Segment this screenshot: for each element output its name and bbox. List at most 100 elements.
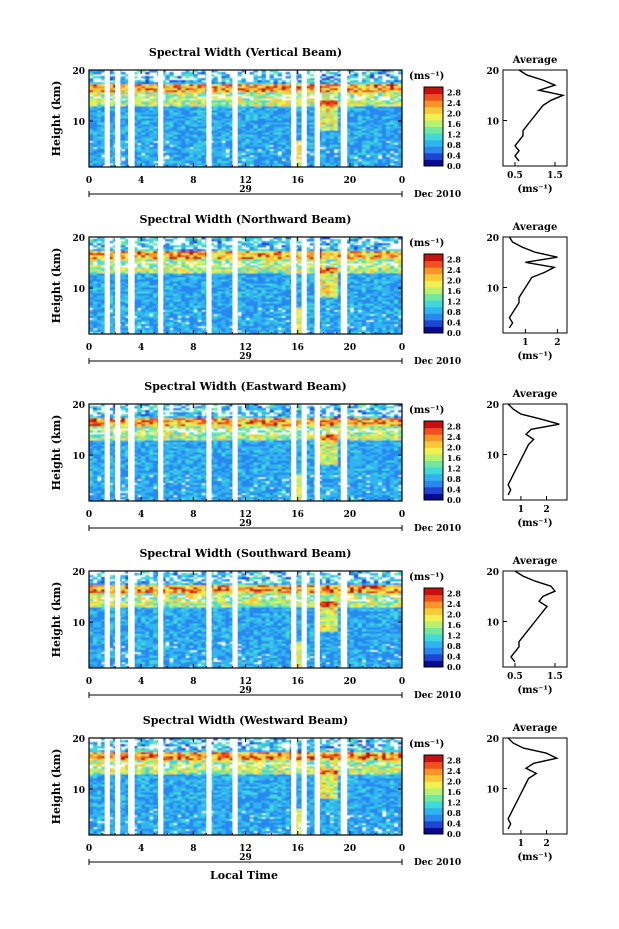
heatmap-cell	[137, 138, 142, 142]
heatmap-cell	[281, 130, 287, 134]
heatmap-cell	[97, 261, 102, 264]
heatmap-cell	[201, 253, 206, 256]
heatmap-cell	[189, 86, 194, 89]
heatmap-cell	[317, 100, 323, 103]
heatmap-cell	[245, 100, 250, 103]
heatmap-cell	[373, 128, 379, 132]
heatmap-cell	[213, 70, 218, 73]
heatmap-cell	[93, 132, 98, 136]
heatmap-cell	[229, 92, 234, 95]
heatmap-cell	[193, 269, 198, 272]
heatmap-cell	[141, 104, 146, 107]
heatmap-cell	[93, 289, 98, 292]
heatmap-cell	[257, 112, 262, 115]
heatmap-cell	[173, 245, 178, 248]
heatmap-cell	[369, 76, 375, 79]
heatmap-cell	[89, 124, 94, 127]
heatmap-cell	[309, 86, 315, 89]
heatmap-cell	[333, 112, 339, 115]
heatmap-cell	[93, 70, 98, 73]
heatmap-cell	[257, 120, 262, 123]
heatmap-cell	[197, 84, 202, 87]
heatmap-cell	[329, 104, 335, 107]
heatmap-cell	[201, 263, 206, 266]
heatmap-cell	[377, 80, 383, 83]
heatmap-cell	[217, 243, 222, 246]
heatmap-cell	[361, 92, 367, 95]
heatmap-cell	[217, 84, 222, 87]
heatmap-cell	[349, 146, 355, 150]
heatmap-cell	[285, 112, 291, 115]
heatmap-cell	[89, 295, 94, 299]
heatmap-cell	[121, 142, 126, 146]
heatmap-cell	[241, 136, 246, 140]
heatmap-cell	[321, 124, 327, 127]
heatmap-cell	[177, 271, 182, 274]
heatmap-cell	[93, 100, 98, 103]
heatmap-cell	[89, 82, 94, 85]
heatmap-cell	[193, 259, 198, 262]
heatmap-cell	[277, 92, 283, 95]
heatmap-cell	[93, 315, 98, 319]
heatmap-cell	[277, 164, 283, 168]
heatmap-cell	[89, 142, 94, 146]
heatmap-cell	[261, 110, 266, 113]
heatmap-cell	[365, 88, 371, 91]
heatmap-cell	[169, 331, 174, 335]
heatmap-cell	[169, 319, 174, 323]
heatmap-cell	[277, 114, 283, 117]
heatmap-cell	[377, 132, 383, 136]
heatmap-cell	[201, 158, 206, 162]
heatmap-cell	[93, 275, 98, 278]
heatmap-cell	[181, 295, 186, 299]
heatmap-cell	[225, 261, 230, 264]
heatmap-cell	[213, 273, 218, 276]
heatmap-cell	[357, 94, 363, 97]
heatmap-cell	[269, 98, 274, 101]
heatmap-cell	[137, 136, 142, 140]
heatmap-cell	[149, 114, 154, 117]
colorbar-tick-label: 0.8	[447, 140, 461, 150]
heatmap-cell	[269, 118, 274, 121]
heatmap-cell	[173, 146, 178, 150]
heatmap-cell	[153, 297, 158, 301]
heatmap-cell	[145, 126, 150, 129]
heatmap-cell	[89, 269, 94, 272]
heatmap-cell	[173, 134, 178, 138]
heatmap-cell	[165, 323, 170, 327]
heatmap-cell	[277, 102, 283, 105]
heatmap-cell	[241, 102, 246, 105]
heatmap-cell	[273, 102, 278, 105]
heatmap-cell	[377, 106, 383, 109]
heatmap-cell	[109, 98, 114, 101]
heatmap-cell	[125, 259, 130, 262]
heatmap-cell	[217, 303, 222, 307]
heatmap-cell	[249, 86, 254, 89]
heatmap-cell	[101, 106, 106, 109]
heatmap-cell	[273, 80, 278, 83]
colorbar-segment	[424, 100, 443, 108]
heatmap-cell	[213, 281, 218, 284]
heatmap-cell	[213, 289, 218, 292]
heatmap-cell	[381, 138, 387, 142]
heatmap-cell	[165, 277, 170, 280]
heatmap-cell	[249, 158, 254, 162]
heatmap-cell	[321, 138, 327, 142]
heatmap-cell	[273, 104, 278, 107]
heatmap-cell	[173, 148, 178, 152]
heatmap-cell	[265, 102, 270, 105]
heatmap-cell	[189, 118, 194, 121]
heatmap-cell	[185, 275, 190, 278]
heatmap-cell	[325, 144, 331, 148]
heatmap-cell	[161, 80, 166, 83]
heatmap-cell	[221, 102, 226, 105]
heatmap-cell	[141, 164, 146, 168]
heatmap-cell	[101, 148, 106, 152]
heatmap-cell	[257, 136, 262, 140]
heatmap-cell	[141, 287, 146, 290]
heatmap-cell	[345, 136, 351, 140]
x-tick-label: 4	[138, 176, 144, 186]
heatmap-cell	[265, 82, 270, 85]
heatmap-cell	[217, 277, 222, 280]
heatmap-cell	[277, 74, 283, 77]
